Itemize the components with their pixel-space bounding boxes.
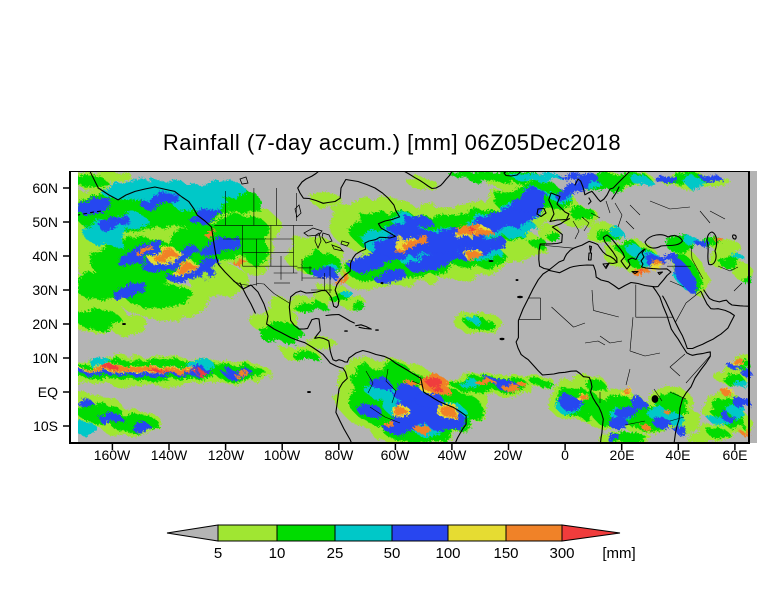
x-tick-label: 20E: [609, 447, 635, 463]
x-tick-label: 160W: [93, 447, 131, 463]
x-tick-label: 60W: [380, 447, 410, 463]
y-tick-label: 60N: [32, 180, 58, 196]
colorbar-tick-label: 150: [493, 545, 519, 562]
coastlines: [78, 171, 750, 443]
x-tick-label: 100W: [263, 447, 301, 463]
x-tick-label: 80W: [324, 447, 354, 463]
y-tick-label: 10S: [33, 418, 58, 434]
y-tick-label: 10N: [32, 350, 58, 366]
colorbar-seg-100-150: [447, 524, 507, 542]
precip-field: [78, 171, 752, 443]
x-tick-label: 0: [561, 447, 569, 463]
colorbar-tick-label: 300: [549, 545, 575, 562]
y-tick-label: 40N: [32, 248, 58, 264]
x-tick-label: 20W: [493, 447, 523, 463]
chart-title: Rainfall (7-day accum.) [mm] 06Z05Dec201…: [162, 130, 622, 155]
colorbar-tick-label: 10: [268, 545, 286, 562]
colorbar-arrow-left: [166, 524, 219, 542]
colorbar-tick-label: 100: [435, 545, 461, 562]
x-tick-label: 140W: [150, 447, 188, 463]
colorbar-tick-label: 5: [213, 545, 223, 562]
colorbar-units-label: [mm]: [602, 545, 636, 562]
x-tick-label: 40E: [665, 447, 691, 463]
colorbar-seg-25-50: [334, 524, 393, 542]
precip-over-300mm: [101, 229, 644, 393]
colorbar-tick-label: 25: [326, 545, 344, 562]
map-canvas: [78, 171, 757, 443]
colorbar-seg-5-10: [217, 524, 278, 542]
colorbar-seg-150-300: [505, 524, 563, 542]
colorbar-tick-label: 50: [383, 545, 401, 562]
y-tick-label: 50N: [32, 214, 58, 230]
plot-border: [69, 171, 750, 444]
y-tick-label: 30N: [32, 282, 58, 298]
colorbar-seg-50-100: [391, 524, 449, 542]
map-plot: [63, 171, 757, 450]
lakes: [239, 176, 659, 403]
colorbar-seg-10-25: [276, 524, 336, 542]
axis-ticks: [63, 187, 736, 450]
small-islands: [122, 260, 523, 393]
y-tick-label: EQ: [37, 384, 58, 400]
colorbar: [166, 524, 621, 542]
y-tick-label: 20N: [32, 316, 58, 332]
country-borders: [214, 188, 743, 426]
x-tick-label: 60E: [722, 447, 748, 463]
colorbar-arrow-right: [561, 524, 621, 542]
x-tick-label: 40W: [437, 447, 467, 463]
x-tick-label: 120W: [207, 447, 245, 463]
